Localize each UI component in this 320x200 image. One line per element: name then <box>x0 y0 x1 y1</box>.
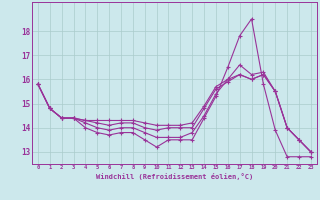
X-axis label: Windchill (Refroidissement éolien,°C): Windchill (Refroidissement éolien,°C) <box>96 173 253 180</box>
